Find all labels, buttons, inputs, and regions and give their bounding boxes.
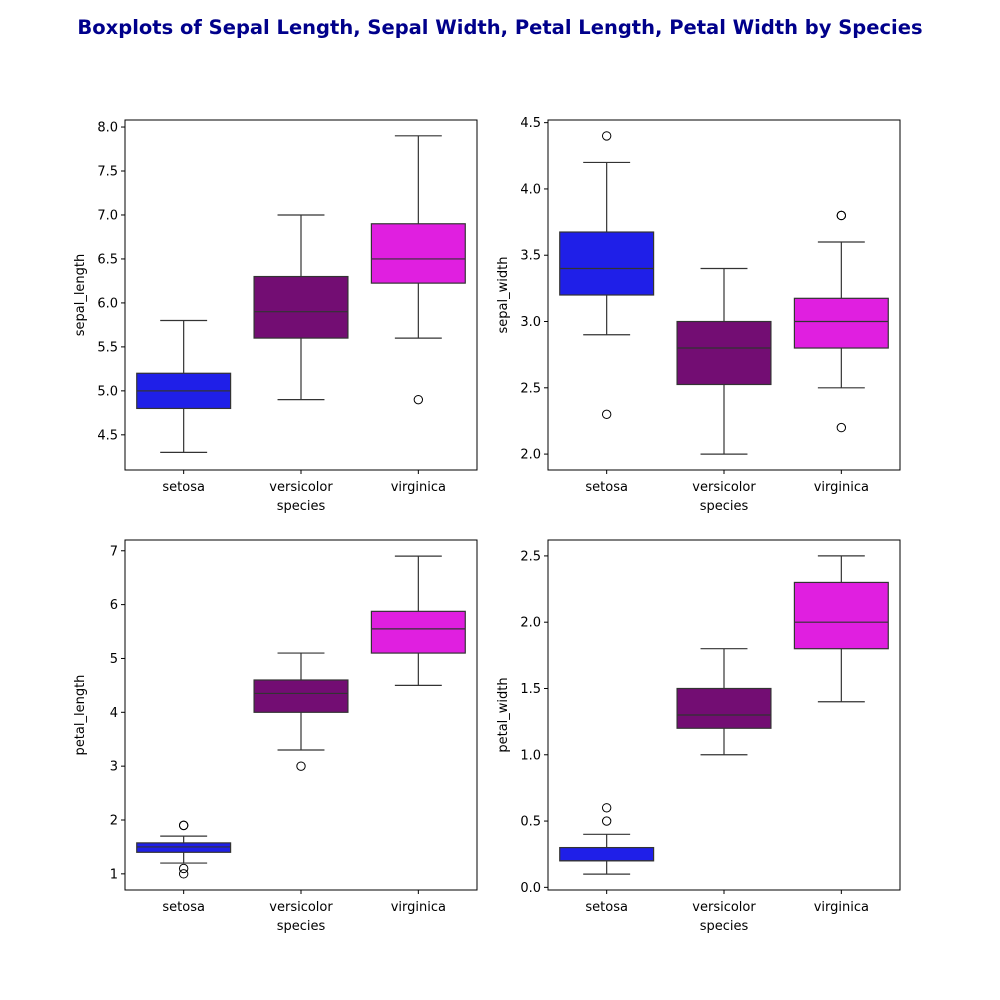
x-tick-label: versicolor — [269, 900, 333, 915]
y-tick-label: 4.5 — [97, 428, 118, 443]
iqr-box — [676, 687, 772, 729]
y-tick-label: 3.5 — [520, 249, 541, 264]
outlier-point — [178, 869, 189, 879]
x-axis-label: species — [700, 499, 749, 514]
iqr-box — [253, 275, 349, 339]
y-axis-label: petal_width — [496, 677, 511, 752]
subplot-sepal_length: 4.5 5.0 5.5 6.0 6.5 7.0 7.5 8.0 setosa versicolor… — [73, 119, 478, 514]
box-versicolor — [676, 267, 772, 455]
y-tick-label: 2 — [110, 814, 118, 829]
y-tick-label: 6 — [110, 598, 118, 613]
x-axis-label: species — [277, 919, 326, 934]
subplot-petal_length: 1 2 3 4 5 6 7 setosa versicolor virginica species p… — [73, 539, 478, 934]
figure-title: Boxplots of Sepal Length, Sepal Width, P… — [77, 16, 923, 39]
y-tick-label: 3.0 — [520, 315, 541, 330]
subplot-sepal_width: 2.0 2.5 3.0 3.5 4.0 4.5 setosa versicolor virgin… — [496, 116, 901, 514]
outlier-point — [601, 131, 612, 141]
y-axis-label: sepal_length — [73, 254, 88, 337]
iqr-box — [559, 846, 655, 862]
y-tick-label: 4.0 — [520, 182, 541, 197]
outlier-point — [601, 816, 612, 826]
y-tick-label: 5 — [110, 652, 118, 667]
x-tick-label: setosa — [162, 900, 205, 915]
box-setosa — [136, 319, 232, 454]
y-tick-label: 1.0 — [520, 748, 541, 763]
x-tick-label: versicolor — [692, 480, 756, 495]
box-versicolor — [676, 648, 772, 756]
y-axis-label: petal_length — [73, 675, 88, 756]
outlier-point — [178, 863, 189, 874]
x-tick-label: virginica — [814, 900, 869, 915]
y-tick-label: 2.5 — [520, 381, 541, 396]
box-virginica — [793, 210, 889, 433]
outlier-point — [296, 761, 306, 771]
x-tick-label: virginica — [391, 900, 446, 915]
subplot-petal_width: 0.0 0.5 1.0 1.5 2.0 2.5 setosa versicolor virgin… — [496, 539, 901, 934]
x-tick-label: setosa — [585, 900, 628, 915]
y-tick-label: 5.5 — [97, 340, 118, 355]
box-setosa — [559, 131, 655, 420]
outlier-point — [836, 422, 847, 433]
y-axis-label: sepal_width — [496, 257, 511, 334]
iqr-box — [559, 231, 655, 296]
y-tick-label: 0.5 — [520, 815, 541, 830]
y-tick-label: 5.0 — [97, 384, 118, 399]
y-tick-label: 3 — [110, 760, 118, 775]
x-tick-label: virginica — [391, 480, 446, 495]
outlier-point — [601, 803, 612, 813]
y-tick-label: 7 — [110, 544, 118, 559]
box-virginica — [793, 555, 889, 703]
box-virginica — [370, 135, 466, 405]
y-tick-label: 6.5 — [97, 252, 118, 267]
y-tick-label: 6.0 — [97, 296, 118, 311]
box-versicolor — [253, 214, 349, 401]
x-tick-label: setosa — [585, 480, 628, 495]
iqr-box — [253, 679, 349, 713]
outlier-point — [836, 210, 847, 221]
x-axis-label: species — [277, 499, 326, 514]
outlier-point — [413, 394, 424, 405]
iqr-box — [793, 581, 889, 650]
box-setosa — [136, 820, 232, 879]
iqr-box — [370, 223, 466, 284]
x-tick-label: virginica — [814, 480, 869, 495]
box-virginica — [370, 555, 466, 686]
y-tick-label: 1.5 — [520, 682, 541, 697]
y-tick-label: 2.0 — [520, 616, 541, 631]
iqr-box — [136, 842, 232, 853]
box-versicolor — [253, 652, 349, 771]
outlier-point — [601, 409, 612, 420]
x-tick-label: versicolor — [269, 480, 333, 495]
y-tick-label: 7.0 — [97, 208, 118, 223]
iqr-box — [793, 297, 889, 349]
y-tick-label: 1 — [110, 867, 118, 882]
y-tick-label: 2.0 — [520, 448, 541, 463]
y-tick-label: 4 — [110, 706, 118, 721]
y-tick-label: 2.5 — [520, 549, 541, 564]
y-tick-label: 8.0 — [97, 121, 118, 136]
iqr-box — [676, 320, 772, 386]
outlier-point — [178, 820, 189, 831]
y-tick-label: 7.5 — [97, 165, 118, 180]
x-tick-label: setosa — [162, 480, 205, 495]
y-tick-label: 0.0 — [520, 881, 541, 896]
x-axis-label: species — [700, 919, 749, 934]
y-tick-label: 4.5 — [520, 116, 541, 131]
x-tick-label: versicolor — [692, 900, 756, 915]
iqr-box — [370, 610, 466, 654]
box-setosa — [559, 803, 655, 875]
